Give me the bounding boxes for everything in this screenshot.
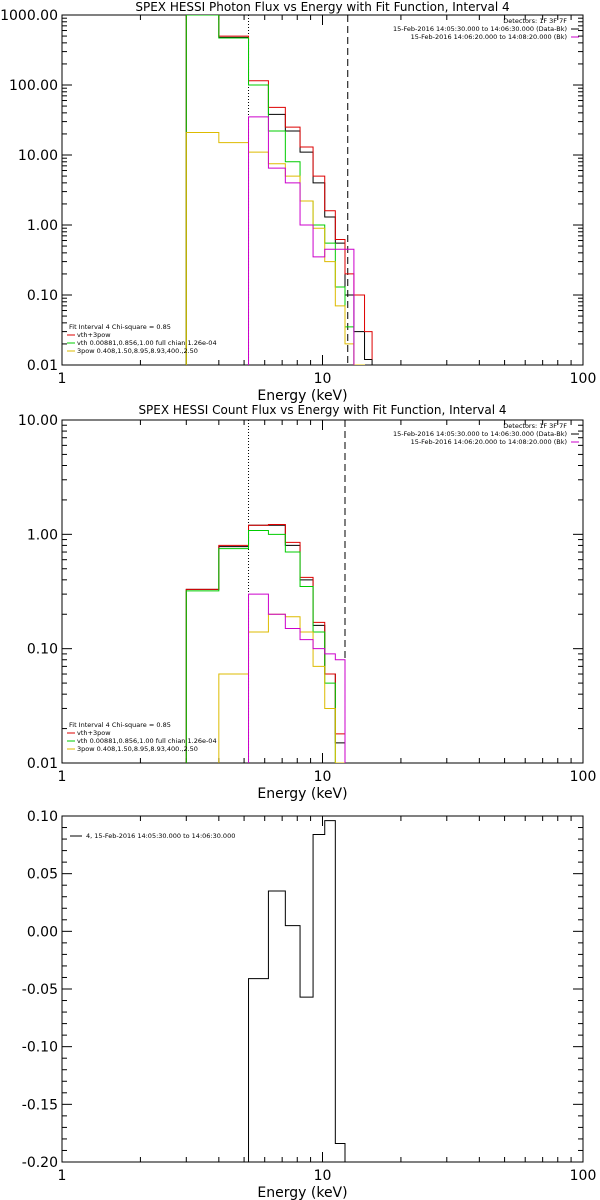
y-tick-label: 1000.00 [0, 8, 58, 24]
x-axis-label: Energy (keV) [257, 388, 347, 404]
series-group [185, 15, 373, 365]
info-line: Detectors: 1F 3F 7F [503, 422, 567, 430]
plot-2: SPEX HESSI Count Flux vs Energy with Fit… [18, 403, 596, 802]
info-line: 15-Feb-2016 14:06:20.000 to 14:08:20.000… [411, 33, 567, 41]
series-2-histogram [185, 523, 346, 763]
x-tick-label: 10 [314, 1168, 332, 1184]
x-axis-label: Energy (keV) [257, 1185, 347, 1200]
fit-legend-line: vth 0.00881,0.856,1.00 full chian 1.26e-… [77, 339, 217, 347]
y-tick-label: 10.00 [18, 413, 58, 429]
y-tick-label: 0.01 [27, 358, 58, 374]
fit-legend-line: 3pow 0.408,1.50,8.95,8.93,400.,2.50 [77, 745, 198, 753]
fit-legend-line: 3pow 0.408,1.50,8.95,8.93,400.,2.50 [77, 347, 198, 355]
series-group [248, 820, 346, 1162]
x-tick-label: 100 [570, 1168, 597, 1184]
plot-1: SPEX HESSI Photon Flux vs Energy with Fi… [0, 0, 596, 404]
series-5-histogram [248, 116, 355, 365]
plot-frame [61, 14, 584, 366]
x-axis: 1 10 100 [58, 816, 597, 1184]
y-tick-label: 0.10 [27, 642, 58, 658]
plot-title: SPEX HESSI Photon Flux vs Energy with Fi… [135, 0, 509, 14]
y-tick-label: 1.00 [27, 527, 58, 543]
y-tick-label: -0.05 [22, 982, 58, 998]
y-tick-label: 0.01 [27, 756, 58, 772]
x-tick-label: 1 [58, 769, 67, 785]
info-line: Detectors: 1F 3F 7F [503, 17, 567, 25]
info-line: 15-Feb-2016 14:05:30.000 to 14:06:30.000… [393, 430, 567, 438]
series-3-histogram [185, 15, 355, 365]
fit-legend: Fit Interval 4 Chi-square = 0.85vth+3pow… [67, 323, 217, 355]
plot-frame [61, 419, 584, 764]
x-tick-label: 10 [314, 371, 332, 387]
y-tick-label: 0.10 [27, 809, 58, 825]
series-group [185, 523, 346, 763]
y-tick-label: -0.20 [22, 1155, 58, 1171]
x-tick-label: 100 [570, 769, 597, 785]
y-tick-label: -0.15 [22, 1097, 58, 1113]
info-line: 15-Feb-2016 14:06:20.000 to 14:08:20.000… [411, 438, 567, 446]
y-axis: 0.01 0.10 1.00 10.00 100.00 1000.00 [0, 8, 583, 374]
fit-legend-line: Fit Interval 4 Chi-square = 0.85 [69, 721, 171, 729]
y-tick-label: 0.10 [27, 288, 58, 304]
y-tick-label: 10.00 [18, 148, 58, 164]
plot-frame [61, 815, 584, 1163]
series-3-histogram [185, 530, 346, 763]
x-tick-label: 1 [58, 371, 67, 387]
series-4-histogram [185, 131, 366, 365]
plot-title: SPEX HESSI Count Flux vs Energy with Fit… [138, 403, 506, 417]
y-tick-label: -0.10 [22, 1040, 58, 1056]
legend-label: 4, 15-Feb-2016 14:05:30.000 to 14:06:30.… [86, 832, 235, 840]
y-tick-label: 0.00 [27, 924, 58, 940]
x-tick-label: 10 [314, 769, 332, 785]
x-axis-label: Energy (keV) [257, 786, 347, 802]
plot-3: 1 10 100 Energy (keV) 0.10 0.05 0.00 -0.05 -0.10… [22, 809, 597, 1200]
fit-legend: Fit Interval 4 Chi-square = 0.85vth+3pow… [67, 721, 217, 753]
y-tick-label: 100.00 [9, 78, 58, 94]
x-tick-label: 100 [570, 371, 597, 387]
series-2-histogram [185, 15, 373, 365]
series-1-histogram [248, 820, 346, 1162]
fit-legend-line: Fit Interval 4 Chi-square = 0.85 [69, 323, 171, 331]
x-axis: 1 10 100 [58, 15, 597, 387]
x-tick-label: 1 [58, 1168, 67, 1184]
residual-legend: 4, 15-Feb-2016 14:05:30.000 to 14:06:30.… [70, 832, 235, 840]
y-tick-label: 0.05 [27, 867, 58, 883]
series-4-histogram [218, 613, 346, 763]
fit-legend-line: vth 0.00881,0.856,1.00 full chian 1.26e-… [77, 737, 217, 745]
series-5-histogram [248, 593, 346, 763]
y-tick-label: 1.00 [27, 218, 58, 234]
fit-legend-line: vth+3pow [77, 331, 111, 339]
x-axis: 1 10 100 [58, 420, 597, 785]
series-1-histogram [185, 15, 373, 365]
fit-legend-line: vth+3pow [77, 729, 111, 737]
y-axis: 0.01 0.10 1.00 10.00 [18, 413, 583, 772]
y-axis: 0.10 0.05 0.00 -0.05 -0.10 -0.15 -0.20 [22, 809, 583, 1171]
info-line: 15-Feb-2016 14:05:30.000 to 14:06:30.000… [393, 25, 567, 33]
